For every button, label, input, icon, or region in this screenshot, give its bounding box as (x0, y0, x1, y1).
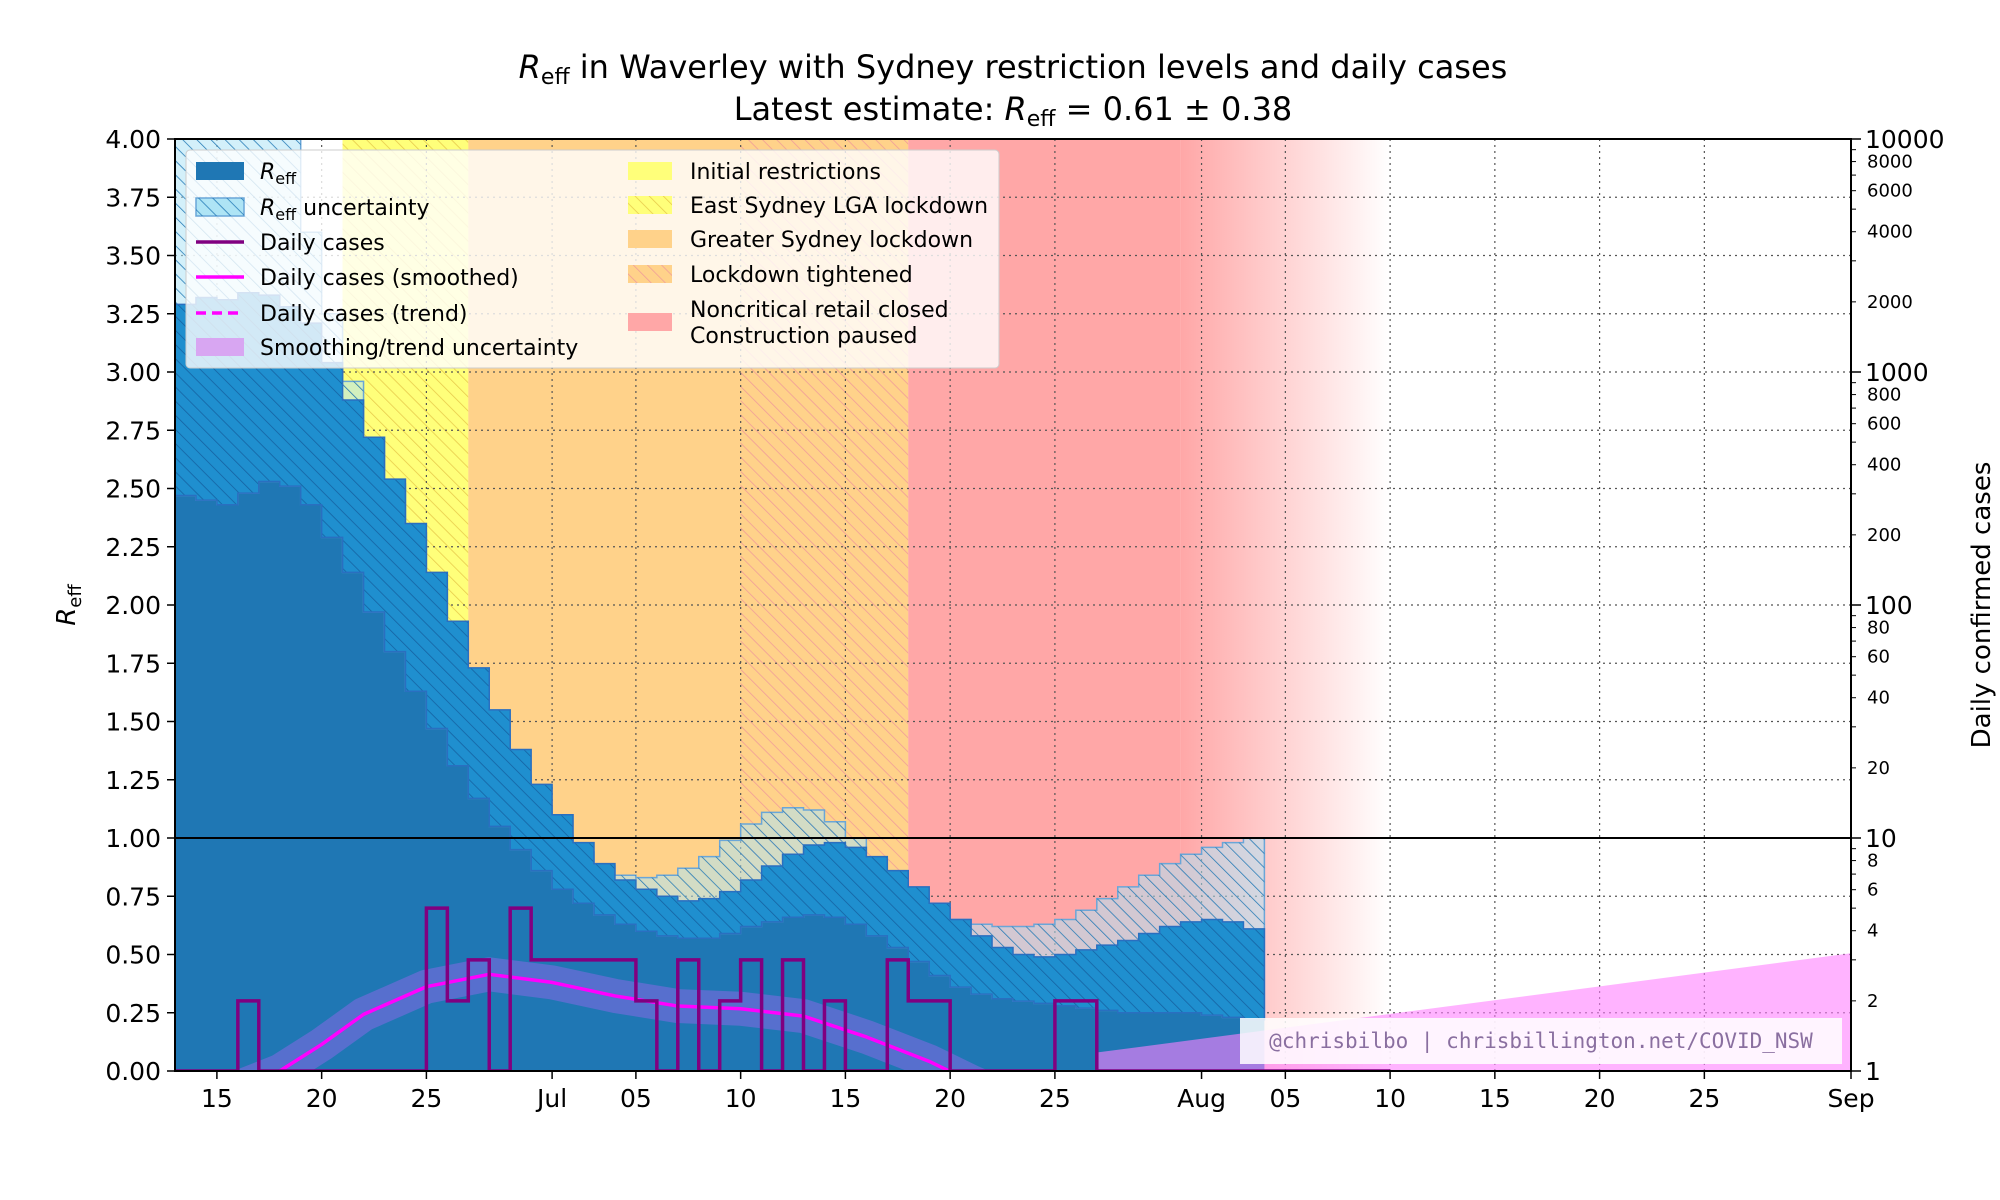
x-tick-label-0: 15 (201, 1084, 233, 1113)
legend-swatch-restriction-0 (628, 162, 672, 180)
y-axis-left: 0.00 0.25 0.50 0.75 1.00 1.25 1.50 1.75 2.00 2.25… (105, 125, 175, 1086)
x-tick-label-1: 20 (306, 1084, 338, 1113)
x-tick-label-2: 25 (410, 1084, 442, 1113)
legend: Reff Reff uncertainty Daily cases Daily cas… (185, 149, 1000, 369)
y-tick-label-1: 0.25 (105, 999, 161, 1028)
x-tick-label-12: 15 (1479, 1084, 1511, 1113)
x-tick-label-7: 20 (934, 1084, 966, 1113)
y-tick-label-4: 1.00 (105, 824, 161, 853)
legend-label-trend-uncertainty: Smoothing/trend uncertainty (260, 336, 578, 361)
yr-minor-label-10: 600 (1867, 414, 1901, 435)
yr-tick-label-4: 10000 (1865, 125, 1945, 154)
yr-minor-label-0: 2 (1867, 991, 1878, 1012)
yr-tick-label-3: 1000 (1865, 358, 1929, 387)
y-tick-label-13: 3.25 (105, 300, 161, 329)
x-tick-label-14: 25 (1688, 1084, 1720, 1113)
legend-label-trend: Daily cases (trend) (260, 302, 468, 327)
legend-label-restriction-4-a: Noncritical retail closed (690, 298, 949, 323)
yr-tick-label-0: 1 (1865, 1057, 1881, 1086)
y-tick-label-2: 0.50 (105, 941, 161, 970)
x-tick-label-13: 20 (1584, 1084, 1616, 1113)
y-axis-right-label: Daily confirmed cases (1967, 462, 1997, 749)
y-tick-label-7: 1.75 (105, 649, 161, 678)
y-tick-label-12: 3.00 (105, 358, 161, 387)
x-axis: 15 20 25 Jul 05 10 15 20 25 Aug 05 10 15 20 25 Sep (201, 1071, 1875, 1113)
y-tick-label-10: 2.50 (105, 475, 161, 504)
yr-minor-label-14: 6000 (1867, 181, 1913, 202)
y-axis-label: Reff (52, 584, 86, 626)
x-tick-label-5: 10 (725, 1084, 757, 1113)
yr-minor-label-5: 40 (1867, 688, 1890, 709)
credit-text: @chrisbilbo | chrisbillington.net/COVID_… (1269, 1029, 1813, 1054)
yr-minor-label-13: 4000 (1867, 222, 1913, 243)
legend-swatch-restriction-4 (628, 313, 672, 331)
y-tick-label-5: 1.25 (105, 766, 161, 795)
y-tick-label-3: 0.75 (105, 882, 161, 911)
x-tick-label-10: 05 (1269, 1084, 1301, 1113)
legend-swatch-trend-uncertainty (196, 338, 244, 356)
credit-box: @chrisbilbo | chrisbillington.net/COVID_… (1240, 1018, 1842, 1064)
y-axis-right: 1 10 100 1000 10000 2 4 6 8 20 40 60 80 200 400 600 800 2… (1851, 125, 1945, 1086)
yr-minor-label-12: 2000 (1867, 292, 1913, 313)
x-tick-label-3: Jul (535, 1084, 567, 1113)
yr-minor-label-15: 8000 (1867, 152, 1913, 173)
chart-subtitle: Latest estimate: Reff = 0.61 ± 0.38 (734, 90, 1293, 132)
y-tick-label-8: 2.00 (105, 591, 161, 620)
legend-swatch-restriction-hatch-1 (628, 196, 672, 214)
x-tick-label-4: 05 (620, 1084, 652, 1113)
legend-swatch-reff-uncertainty-hatch (196, 198, 244, 216)
yr-minor-label-9: 400 (1867, 455, 1901, 476)
legend-swatch-reff (196, 162, 244, 180)
x-tick-label-8: 25 (1039, 1084, 1071, 1113)
legend-swatch-restriction-2 (628, 230, 672, 248)
yr-minor-label-1: 4 (1867, 921, 1878, 942)
y-tick-label-6: 1.50 (105, 708, 161, 737)
legend-label-reff-uncertainty: Reff uncertainty (260, 196, 430, 224)
x-tick-label-11: 10 (1374, 1084, 1406, 1113)
x-tick-label-6: 15 (829, 1084, 861, 1113)
y-tick-label-9: 2.25 (105, 533, 161, 562)
y-tick-label-11: 2.75 (105, 416, 161, 445)
yr-minor-label-7: 80 (1867, 618, 1890, 639)
legend-swatch-restriction-hatch-3 (628, 265, 672, 283)
daily-cases-step (175, 906, 1391, 1071)
legend-label-restriction-2: Greater Sydney lockdown (690, 228, 973, 253)
legend-label-restriction-0: Initial restrictions (690, 160, 881, 185)
legend-label-restriction-1: East Sydney LGA lockdown (690, 194, 988, 219)
legend-label-restriction-4-b: Construction paused (690, 324, 917, 349)
legend-label-smoothed: Daily cases (smoothed) (260, 266, 519, 291)
yr-minor-label-6: 60 (1867, 647, 1890, 668)
y-tick-label-0: 0.00 (105, 1057, 161, 1086)
y-tick-label-16: 4.00 (105, 125, 161, 154)
yr-minor-label-3: 8 (1867, 851, 1878, 872)
x-tick-label-15: Sep (1827, 1084, 1874, 1113)
legend-label-restriction-3: Lockdown tightened (690, 263, 913, 288)
yr-minor-label-11: 800 (1867, 385, 1901, 406)
chart-title: Reff in Waverley with Sydney restriction… (519, 48, 1508, 90)
x-tick-label-9: Aug (1177, 1084, 1226, 1113)
yr-minor-label-4: 20 (1867, 758, 1890, 779)
y-tick-label-15: 3.75 (105, 183, 161, 212)
y-tick-label-14: 3.50 (105, 242, 161, 271)
legend-label-daily: Daily cases (260, 231, 385, 256)
yr-tick-label-2: 100 (1865, 591, 1913, 620)
daily-cases-line (175, 906, 1391, 1071)
yr-tick-label-1: 10 (1865, 824, 1897, 853)
yr-minor-label-8: 200 (1867, 525, 1901, 546)
legend-label-reff: Reff (260, 160, 297, 188)
yr-minor-label-2: 6 (1867, 880, 1878, 901)
